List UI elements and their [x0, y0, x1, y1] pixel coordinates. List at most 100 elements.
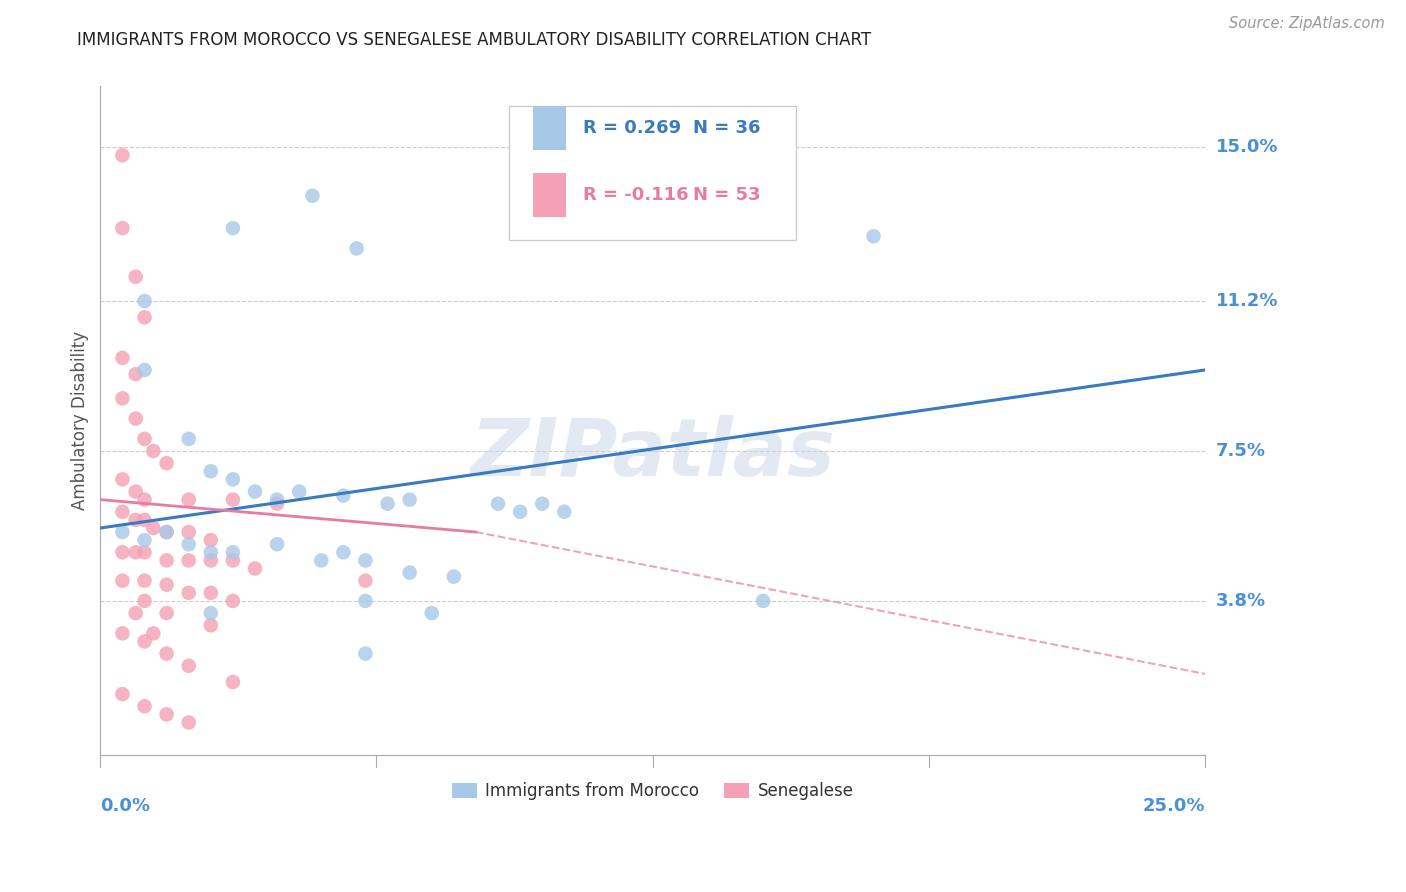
- Point: [156, 647, 179, 661]
- Point: [200, 533, 222, 548]
- Point: [200, 545, 222, 559]
- Point: [177, 553, 200, 567]
- Point: [134, 533, 156, 548]
- Point: [134, 363, 156, 377]
- Point: [266, 492, 288, 507]
- Point: [309, 553, 332, 567]
- Point: [111, 545, 134, 559]
- Point: [125, 411, 148, 425]
- Point: [111, 148, 134, 162]
- Bar: [533, 106, 567, 150]
- Point: [354, 574, 377, 588]
- Point: [200, 464, 222, 478]
- Point: [531, 497, 554, 511]
- Point: [354, 647, 377, 661]
- Point: [156, 606, 179, 620]
- Point: [354, 553, 377, 567]
- Point: [398, 566, 420, 580]
- Point: [200, 553, 222, 567]
- Text: R = -0.116: R = -0.116: [583, 186, 689, 204]
- Y-axis label: Ambulatory Disability: Ambulatory Disability: [72, 331, 89, 510]
- Point: [177, 715, 200, 730]
- Point: [301, 188, 323, 202]
- Point: [111, 574, 134, 588]
- Point: [346, 242, 368, 256]
- Text: ZIPatlas: ZIPatlas: [470, 415, 835, 493]
- Point: [142, 521, 165, 535]
- Point: [111, 472, 134, 486]
- Point: [111, 221, 134, 235]
- Point: [156, 524, 179, 539]
- Point: [332, 489, 354, 503]
- Point: [177, 492, 200, 507]
- Point: [177, 432, 200, 446]
- Text: IMMIGRANTS FROM MOROCCO VS SENEGALESE AMBULATORY DISABILITY CORRELATION CHART: IMMIGRANTS FROM MOROCCO VS SENEGALESE AM…: [77, 31, 872, 49]
- Text: 7.5%: 7.5%: [1216, 442, 1265, 460]
- Text: 3.8%: 3.8%: [1216, 592, 1267, 610]
- Point: [486, 497, 509, 511]
- Point: [125, 269, 148, 284]
- Point: [134, 574, 156, 588]
- Point: [134, 545, 156, 559]
- Point: [142, 444, 165, 458]
- FancyBboxPatch shape: [509, 106, 796, 240]
- Point: [377, 497, 399, 511]
- Point: [200, 618, 222, 632]
- Point: [222, 675, 245, 690]
- Point: [177, 586, 200, 600]
- Text: N = 53: N = 53: [693, 186, 761, 204]
- Text: Source: ZipAtlas.com: Source: ZipAtlas.com: [1229, 16, 1385, 31]
- Point: [177, 524, 200, 539]
- Point: [200, 606, 222, 620]
- Point: [509, 505, 531, 519]
- Point: [222, 221, 245, 235]
- Point: [111, 626, 134, 640]
- Point: [332, 545, 354, 559]
- Point: [111, 351, 134, 365]
- Point: [862, 229, 884, 244]
- Point: [134, 513, 156, 527]
- Point: [156, 578, 179, 592]
- Text: 0.0%: 0.0%: [100, 797, 150, 814]
- Point: [111, 687, 134, 701]
- Point: [142, 626, 165, 640]
- Point: [288, 484, 311, 499]
- Point: [156, 456, 179, 470]
- Point: [222, 545, 245, 559]
- Point: [125, 513, 148, 527]
- Point: [266, 497, 288, 511]
- Point: [200, 586, 222, 600]
- Point: [752, 594, 775, 608]
- Point: [222, 553, 245, 567]
- Text: 11.2%: 11.2%: [1216, 292, 1278, 310]
- Point: [243, 484, 266, 499]
- Point: [156, 707, 179, 722]
- Point: [134, 699, 156, 714]
- Point: [222, 594, 245, 608]
- Point: [420, 606, 443, 620]
- Legend: Immigrants from Morocco, Senegalese: Immigrants from Morocco, Senegalese: [446, 775, 860, 806]
- Point: [354, 594, 377, 608]
- Text: R = 0.269: R = 0.269: [583, 120, 681, 137]
- Point: [243, 561, 266, 575]
- Point: [125, 484, 148, 499]
- Point: [553, 505, 575, 519]
- Point: [156, 553, 179, 567]
- Point: [266, 537, 288, 551]
- Text: 15.0%: 15.0%: [1216, 138, 1278, 156]
- Point: [177, 537, 200, 551]
- Point: [443, 569, 465, 583]
- Point: [222, 492, 245, 507]
- Text: N = 36: N = 36: [693, 120, 761, 137]
- Point: [156, 524, 179, 539]
- Point: [125, 367, 148, 381]
- Point: [125, 606, 148, 620]
- Point: [111, 392, 134, 406]
- Point: [134, 492, 156, 507]
- Point: [134, 594, 156, 608]
- Text: 25.0%: 25.0%: [1143, 797, 1205, 814]
- Point: [398, 492, 420, 507]
- Point: [177, 658, 200, 673]
- Point: [134, 432, 156, 446]
- Point: [222, 472, 245, 486]
